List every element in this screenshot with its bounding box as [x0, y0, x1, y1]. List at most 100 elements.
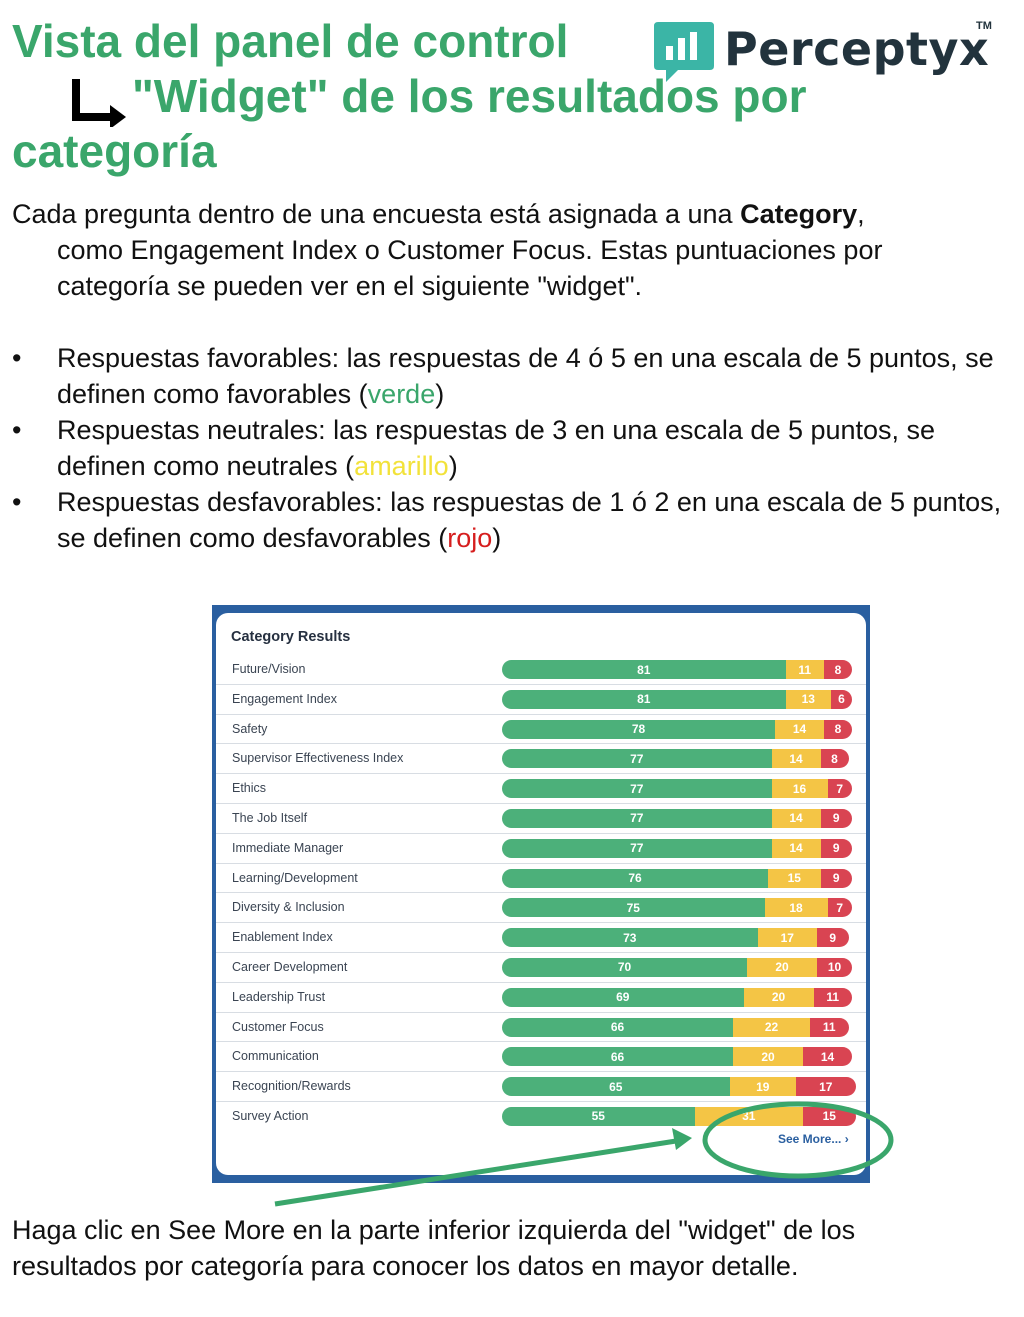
- bar-segment-unf: 8: [824, 719, 852, 739]
- segment-value-label: 9: [832, 871, 840, 886]
- bar-segment-unf: 6: [831, 689, 852, 709]
- bar-segment-fav: 65: [502, 1077, 730, 1097]
- table-row: Future/Vision 81 11 8: [216, 655, 866, 685]
- segment-value-label: 6: [838, 692, 845, 707]
- table-row: Safety 78 14 8: [216, 715, 866, 745]
- table-row: The Job Itself 77 14 9: [216, 804, 866, 834]
- segment-value-label: 55: [591, 1109, 605, 1124]
- intro-part1: Cada pregunta dentro de una encuesta est…: [12, 199, 741, 229]
- segment-value-label: 20: [761, 1049, 775, 1064]
- segment-value-label: 15: [787, 871, 801, 886]
- bar-segment-neu: 14: [775, 719, 824, 739]
- bar-segment-neu: 20: [743, 987, 814, 1007]
- bar-segment-fav: 66: [502, 1047, 733, 1067]
- title-line-1: Vista del panel de control: [12, 15, 569, 67]
- stacked-bar: 77 16 7: [502, 779, 852, 799]
- bar-segment-fav: 78: [502, 719, 775, 739]
- category-label: Career Development: [232, 959, 348, 974]
- title-line-2: "Widget" de los resultados por: [12, 69, 832, 127]
- stacked-bar: 66 22 11: [502, 1017, 849, 1037]
- segment-value-label: 9: [829, 930, 837, 945]
- bar-segment-unf: 14: [803, 1047, 852, 1067]
- intro-category-bold: Category: [740, 199, 858, 229]
- bar-segment-neu: 14: [771, 838, 821, 858]
- see-more-link[interactable]: See More... ›: [778, 1132, 849, 1146]
- category-rows: Future/Vision 81 11 8 Engagement Index 81 13 6 S…: [216, 655, 866, 1131]
- segment-value-label: 9: [832, 811, 840, 826]
- bar-segment-neu: 14: [771, 749, 821, 769]
- segment-value-label: 14: [789, 751, 803, 766]
- table-row: Communication 66 20 14: [216, 1042, 866, 1073]
- category-label: Engagement Index: [232, 691, 337, 706]
- table-row: Survey Action 55 31 15: [216, 1102, 866, 1131]
- bar-segment-fav: 77: [502, 749, 772, 769]
- bar-segment-fav: 73: [502, 928, 758, 948]
- category-label: The Job Itself: [232, 810, 308, 825]
- segment-value-label: 11: [798, 662, 812, 677]
- bullet-close: ): [492, 523, 502, 553]
- table-row: Engagement Index 81 13 6: [216, 685, 866, 715]
- footer-line-2: resultados por categoría para conocer lo…: [12, 1251, 799, 1281]
- category-label: Leadership Trust: [232, 989, 326, 1004]
- bar-segment-fav: 77: [502, 808, 772, 828]
- bar-segment-neu: 31: [694, 1106, 803, 1126]
- segment-value-label: 15: [822, 1109, 836, 1124]
- table-row: Immediate Manager 77 14 9: [216, 834, 866, 864]
- bar-segment-unf: 17: [796, 1077, 856, 1097]
- segment-value-label: 77: [630, 841, 644, 856]
- bar-segment-neu: 20: [733, 1047, 803, 1067]
- segment-value-label: 77: [630, 811, 644, 826]
- category-label: Customer Focus: [232, 1019, 324, 1034]
- bullet-text: Respuestas favorables: las respuestas de…: [57, 343, 994, 409]
- stacked-bar: 76 15 9: [502, 868, 852, 888]
- bar-segment-unf: 9: [820, 838, 852, 858]
- segment-value-label: 14: [792, 722, 807, 737]
- category-label: Future/Vision: [232, 662, 306, 676]
- stacked-bar: 73 17 9: [502, 928, 849, 948]
- bar-segment-neu: 22: [733, 1017, 810, 1037]
- bullet-dot: •: [12, 415, 22, 445]
- bar-segment-fav: 75: [502, 898, 765, 918]
- segment-value-label: 17: [780, 930, 794, 945]
- table-row: Customer Focus 66 22 11: [216, 1013, 866, 1043]
- category-label: Immediate Manager: [232, 840, 344, 855]
- bar-segment-unf: 8: [824, 660, 852, 679]
- stacked-bar: 65 19 17: [502, 1077, 856, 1097]
- category-label: Diversity & Inclusion: [232, 900, 345, 915]
- list-item-favorable: • Respuestas favorables: las respuestas …: [12, 340, 1012, 412]
- list-item-neutral: • Respuestas neutrales: las respuestas d…: [12, 412, 1012, 484]
- category-label: Survey Action: [232, 1108, 309, 1123]
- segment-value-label: 11: [822, 1020, 836, 1035]
- list-item-unfavorable: • Respuestas desfavorables: las respuest…: [12, 484, 1012, 556]
- segment-value-label: 31: [742, 1109, 756, 1124]
- stacked-bar: 81 13 6: [502, 689, 852, 709]
- segment-value-label: 8: [831, 751, 838, 766]
- bar-segment-fav: 81: [502, 660, 786, 679]
- logo-wordmark: Perceptyx: [724, 22, 990, 76]
- table-row: Supervisor Effectiveness Index 77 14 8: [216, 744, 866, 775]
- intro-line-3: categoría se pueden ver en el siguiente …: [57, 271, 643, 301]
- category-label: Ethics: [232, 781, 267, 796]
- segment-value-label: 77: [630, 751, 644, 766]
- table-row: Ethics 77 16 7: [216, 774, 866, 804]
- segment-value-label: 66: [610, 1049, 625, 1064]
- intro-paragraph: Cada pregunta dentro de una encuesta est…: [12, 196, 1012, 304]
- bullet-dot: •: [12, 343, 22, 373]
- bar-segment-unf: 7: [827, 898, 852, 918]
- bar-segment-fav: 77: [502, 779, 772, 799]
- segment-value-label: 20: [771, 990, 786, 1005]
- segment-value-label: 13: [801, 692, 815, 707]
- bar-segment-fav: 66: [502, 1017, 733, 1037]
- bar-segment-fav: 69: [502, 987, 744, 1007]
- bar-segment-fav: 76: [502, 868, 768, 888]
- stacked-bar: 55 31 15: [502, 1106, 856, 1126]
- bullet-close: ): [435, 379, 445, 409]
- bullet-color-word: amarillo: [354, 451, 449, 481]
- category-label: Enablement Index: [232, 930, 333, 945]
- bar-segment-unf: 7: [827, 779, 852, 799]
- table-row: Learning/Development 76 15 9: [216, 864, 866, 894]
- bar-segment-neu: 13: [785, 689, 831, 709]
- segment-value-label: 11: [826, 990, 840, 1005]
- bar-segment-fav: 55: [502, 1106, 695, 1126]
- bullet-text: Respuestas desfavorables: las respuestas…: [57, 487, 1002, 553]
